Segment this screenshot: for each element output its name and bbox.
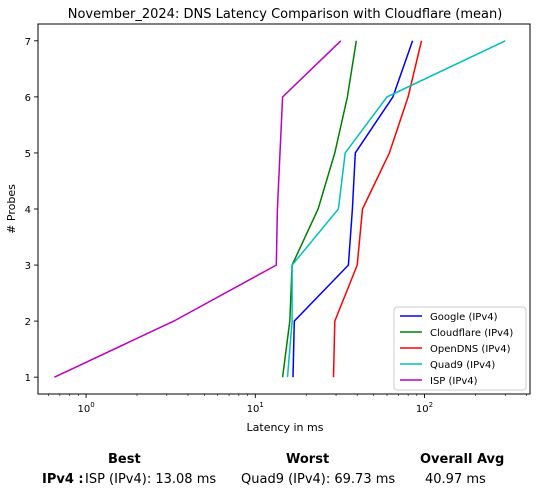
chart-title: November_2024: DNS Latency Comparison wi… — [68, 7, 503, 22]
x-tick-label: 100 — [77, 401, 94, 415]
y-tick-label: 1 — [25, 373, 31, 384]
avg-header: Overall Avg — [420, 452, 505, 467]
legend: Google (IPv4) Cloudflare (IPv4) OpenDNS (I… — [393, 306, 527, 391]
worst-header: Worst — [286, 452, 330, 467]
x-axis-label: Latency in ms — [247, 421, 324, 434]
avg-value: 40.97 ms — [425, 472, 486, 487]
y-tick-label: 4 — [25, 205, 31, 216]
y-tick-label: 5 — [25, 149, 31, 160]
legend-label-quad9-ipv4: Quad9 (IPv4) — [430, 360, 495, 371]
x-tick-label: 102 — [416, 401, 433, 415]
chart: November_2024: DNS Latency Comparison wi… — [5, 7, 531, 434]
y-axis-label: # Probes — [5, 184, 18, 234]
series-line-cloudflare-ipv4 — [281, 40, 358, 378]
series-line-opendns-ipv4 — [332, 40, 423, 378]
best-value: ISP (IPv4): 13.08 ms — [85, 472, 217, 487]
series-line-isp-ipv4 — [54, 40, 342, 378]
worst-value: Quad9 (IPv4): 69.73 ms — [241, 472, 396, 487]
legend-label-google-ipv4: Google (IPv4) — [430, 312, 498, 323]
series-lines — [54, 40, 506, 378]
legend-box — [393, 306, 527, 391]
legend-label-opendns-ipv4: OpenDNS (IPv4) — [430, 344, 511, 355]
y-tick-label: 2 — [25, 317, 31, 328]
y-tick-label: 6 — [25, 93, 31, 104]
x-axis-ticks: 100 101 102 — [48, 394, 527, 415]
y-tick-label: 7 — [25, 37, 31, 48]
legend-label-cloudflare-ipv4: Cloudflare (IPv4) — [430, 328, 513, 339]
legend-label-isp-ipv4: ISP (IPv4) — [430, 376, 478, 387]
series-line-quad9-ipv4 — [286, 40, 506, 378]
series-line-google-ipv4 — [292, 40, 414, 378]
y-axis-ticks: 1 2 3 4 5 6 7 — [25, 37, 38, 384]
y-tick-label: 3 — [25, 261, 31, 272]
x-tick-label: 101 — [247, 401, 264, 415]
best-header: Best — [108, 452, 141, 467]
ipv4-row-label: IPv4 : — [42, 472, 84, 487]
